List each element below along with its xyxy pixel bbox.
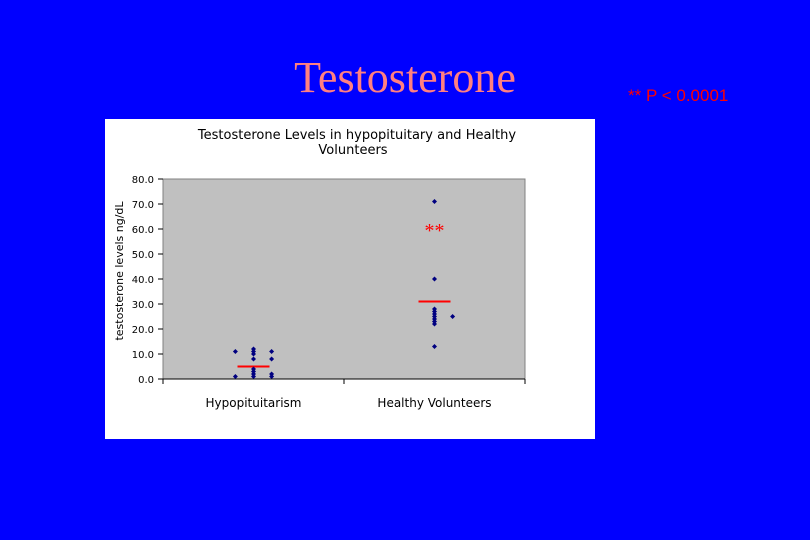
data-point	[269, 349, 275, 354]
data-point	[432, 344, 437, 349]
chart-title-line-2: Volunteers	[318, 143, 387, 158]
chart-title-line-1: Testosterone Levels in hypopituitary and…	[197, 128, 516, 143]
y-tick-label: 10.0	[132, 350, 154, 361]
y-tick-label: 30.0	[132, 300, 154, 311]
y-tick-label: 40.0	[132, 275, 154, 286]
data-point	[232, 349, 238, 354]
plot-area	[162, 178, 526, 380]
slide-title: Testosterone	[294, 53, 516, 102]
data-point	[251, 351, 256, 357]
data-point	[432, 321, 437, 327]
data-point	[269, 356, 275, 362]
significance-annotation: **	[425, 220, 445, 242]
y-tick-label: 80.0	[132, 175, 154, 186]
data-point	[269, 371, 275, 377]
y-tick-label: 70.0	[132, 200, 154, 211]
y-tick-label: 20.0	[132, 325, 154, 336]
testosterone-chart: Testosterone Levels in hypopituitary and…	[113, 128, 526, 410]
y-axis-label: testosterone levels ng/dL	[113, 201, 126, 341]
y-tick-label: 60.0	[132, 225, 154, 236]
data-point	[450, 314, 456, 319]
chart-panel: Testosterone Levels in hypopituitary and…	[105, 119, 595, 439]
x-category-label: Healthy Volunteers	[377, 396, 491, 410]
data-point	[432, 276, 437, 282]
y-tick-label: 0.0	[138, 375, 154, 386]
data-point	[251, 356, 256, 362]
p-value-note: ** P < 0.0001	[628, 86, 729, 105]
data-point	[432, 199, 437, 204]
data-point	[232, 374, 238, 379]
x-category-label: Hypopituitarism	[206, 396, 302, 410]
y-tick-label: 50.0	[132, 250, 154, 261]
data-point	[251, 374, 256, 379]
